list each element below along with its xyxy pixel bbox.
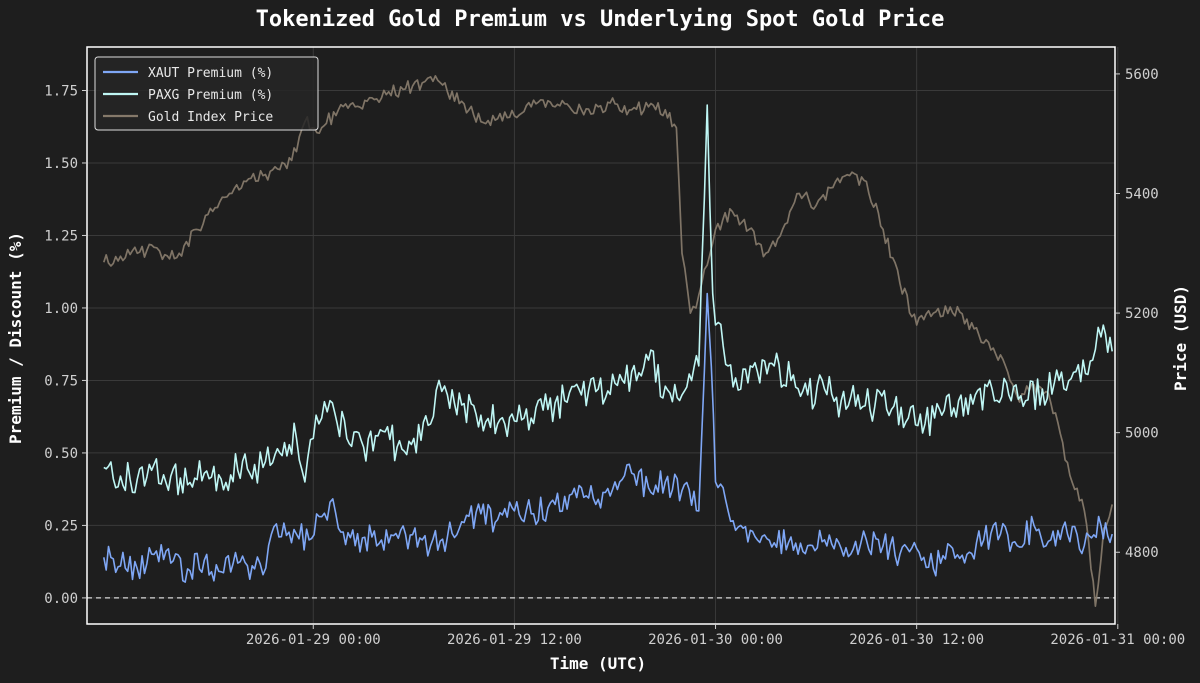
y-left-tick-label: 0.00 — [44, 591, 78, 607]
grid-layer — [87, 47, 1119, 624]
x-tick-label: 2026-01-29 00:00 — [246, 632, 381, 648]
series-line-paxg — [103, 104, 1113, 496]
x-axis-ticks: 2026-01-29 00:00 2026-01-29 12:00 2026-01-… — [246, 624, 1185, 648]
y-right-tick-label: 5400 — [1125, 186, 1159, 202]
y-right-axis-label: Price (USD) — [1171, 285, 1190, 391]
y-right-tick-label: 4800 — [1125, 545, 1159, 561]
y-left-tick-label: 1.25 — [44, 228, 78, 244]
y-right-tick-label: 5200 — [1125, 306, 1159, 322]
y-left-tick-label: 1.75 — [44, 83, 78, 99]
legend: XAUT Premium (%) PAXG Premium (%) Gold Ind… — [94, 56, 319, 131]
y-left-tick-label: 1.50 — [44, 156, 78, 172]
y-left-tick-label: 0.75 — [44, 373, 78, 389]
y-right-tick-label: 5600 — [1125, 67, 1159, 83]
plot-background — [87, 47, 1115, 624]
y-left-axis-label: Premium / Discount (%) — [6, 232, 25, 444]
series-layer — [102, 75, 1114, 607]
legend-label: Gold Index Price — [148, 110, 273, 125]
x-tick-label: 2026-01-30 12:00 — [849, 632, 984, 648]
plot-frame — [86, 46, 1116, 625]
x-tick-label: 2026-01-29 12:00 — [447, 632, 582, 648]
y-left-tick-label: 1.00 — [44, 301, 78, 317]
y-right-axis-ticks: 4800 5000 5200 5400 5600 — [1115, 67, 1159, 561]
x-tick-label: 2026-01-31 00:00 — [1050, 632, 1185, 648]
series-line-gold — [102, 75, 1114, 607]
legend-label: PAXG Premium (%) — [148, 88, 273, 103]
x-axis-label: Time (UTC) — [550, 654, 646, 673]
legend-box — [94, 56, 319, 131]
x-tick-label: 2026-01-30 00:00 — [648, 632, 783, 648]
legend-label: XAUT Premium (%) — [148, 66, 273, 81]
y-right-tick-label: 5000 — [1125, 426, 1159, 442]
series-line-xaut — [103, 292, 1113, 583]
y-left-tick-label: 0.25 — [44, 518, 78, 534]
y-left-axis-ticks: 0.00 0.25 0.50 0.75 1.00 1.25 1.50 1.75 — [44, 83, 87, 607]
chart-title: Tokenized Gold Premium vs Underlying Spo… — [256, 7, 945, 32]
y-left-tick-label: 0.50 — [44, 446, 78, 462]
